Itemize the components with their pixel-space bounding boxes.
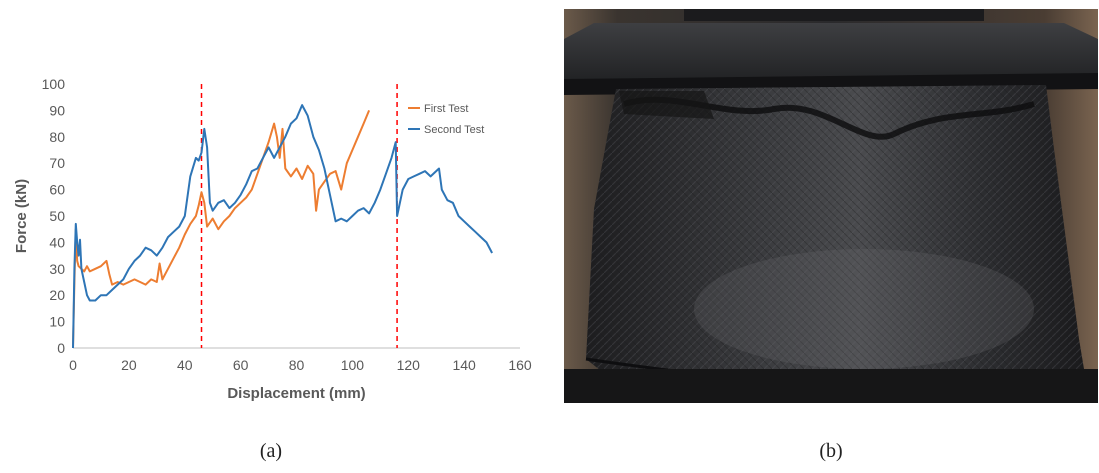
caption-a: (a) [259,440,283,462]
y-tick-label: 70 [49,155,65,171]
y-tick-label: 40 [49,234,65,250]
y-tick-label: 30 [49,261,65,277]
caption-b: (b) [819,440,843,462]
x-tick-label: 40 [177,357,193,373]
x-tick-label: 140 [452,357,476,373]
y-tick-label: 60 [49,182,65,198]
y-tick-label: 50 [49,208,65,224]
series-line-1 [72,110,371,349]
y-tick-label: 90 [49,102,65,118]
y-tick-label: 20 [49,287,65,303]
x-tick-label: 100 [341,357,365,373]
y-tick-label: 10 [49,314,65,330]
series-line-2 [72,104,493,349]
x-tick-label: 80 [289,357,305,373]
force-displacement-chart: 0 10 20 30 40 50 60 70 80 90 100 0 20 40 60 80 100 120 140… [0,60,560,420]
legend-label: First Test [424,103,468,115]
x-tick-label: 20 [121,357,137,373]
chart-svg: 0 10 20 30 40 50 60 70 80 90 100 0 20 40 60 80 100 120 140… [13,76,532,402]
x-tick-label: 160 [508,357,532,373]
y-tick-label: 0 [57,340,65,356]
crushed-composite-specimen-photo [564,9,1098,403]
x-tick-label: 0 [69,357,77,373]
x-tick-label: 120 [397,357,421,373]
y-tick-label: 100 [42,76,66,92]
legend-label: Second Test [424,124,484,136]
x-axis-title: Displacement (mm) [227,385,365,402]
x-tick-label: 60 [233,357,249,373]
y-tick-label: 80 [49,129,65,145]
y-axis-title: Force (kN) [13,179,30,253]
